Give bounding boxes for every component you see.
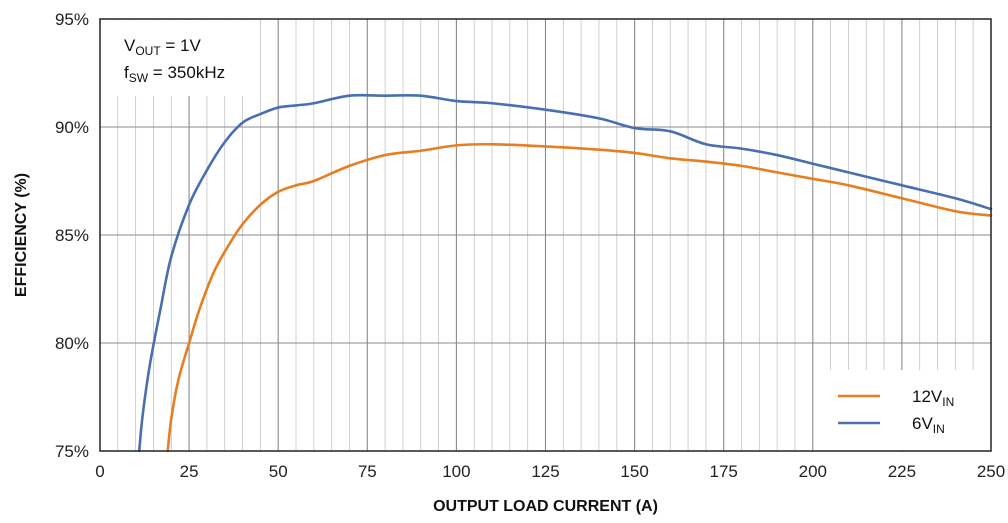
- legend-box: 12VIN 6VIN: [826, 370, 990, 450]
- y-tick-label: 75%: [55, 442, 89, 461]
- annotation-background: [101, 20, 251, 96]
- x-tick-label: 50: [269, 462, 288, 481]
- x-axis-title: OUTPUT LOAD CURRENT (A): [433, 498, 658, 515]
- annotation-text: VOUT = 1V: [124, 36, 202, 58]
- x-tick-label: 75: [358, 462, 377, 481]
- legend-label: 6VIN: [912, 414, 945, 436]
- plot-frame: [99, 18, 992, 452]
- y-tick-label: 90%: [55, 118, 89, 137]
- x-tick-label: 175: [710, 462, 738, 481]
- y-tick-label: 85%: [55, 226, 89, 245]
- x-tick-label: 0: [95, 462, 104, 481]
- x-tick-label: 225: [888, 462, 916, 481]
- annotation-box: VOUT = 1V fSW = 350kHz: [101, 20, 251, 96]
- tick-labels: 0 25 50 75 100 125 150 175 200 225 250 75% 80% 85% 90%…: [55, 10, 1005, 481]
- legend-label: 12VIN: [912, 387, 954, 409]
- series-line-2: [137, 93, 993, 453]
- legend-background: [826, 370, 990, 450]
- y-tick-label: 80%: [55, 334, 89, 353]
- series-lines: [137, 93, 993, 453]
- y-tick-label: 95%: [55, 10, 89, 29]
- x-tick-label: 25: [180, 462, 199, 481]
- x-tick-label: 200: [799, 462, 827, 481]
- x-tick-label: 150: [620, 462, 648, 481]
- annotation-text: fSW = 350kHz: [124, 63, 225, 85]
- y-axis-title: EFFICIENCY (%): [13, 173, 30, 297]
- x-tick-label: 250: [977, 462, 1005, 481]
- x-tick-label: 100: [442, 462, 470, 481]
- x-tick-label: 125: [531, 462, 559, 481]
- series-line-1: [166, 142, 993, 453]
